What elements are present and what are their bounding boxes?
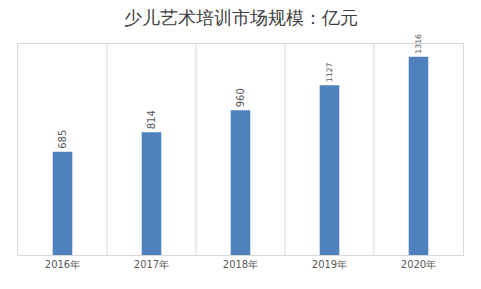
- svg-text:685: 685: [57, 130, 68, 149]
- svg-text:1316: 1316: [414, 34, 423, 54]
- svg-text:2019年: 2019年: [312, 259, 347, 270]
- svg-text:960: 960: [235, 88, 246, 107]
- svg-text:1127: 1127: [325, 62, 334, 82]
- svg-text:2018年: 2018年: [223, 259, 258, 270]
- svg-text:2016年: 2016年: [45, 259, 80, 270]
- svg-text:2020年: 2020年: [401, 259, 436, 270]
- svg-text:2017年: 2017年: [134, 259, 169, 270]
- svg-text:814: 814: [146, 110, 157, 129]
- svg-text:少儿艺术培训市场规模：亿元: 少儿艺术培训市场规模：亿元: [124, 7, 358, 28]
